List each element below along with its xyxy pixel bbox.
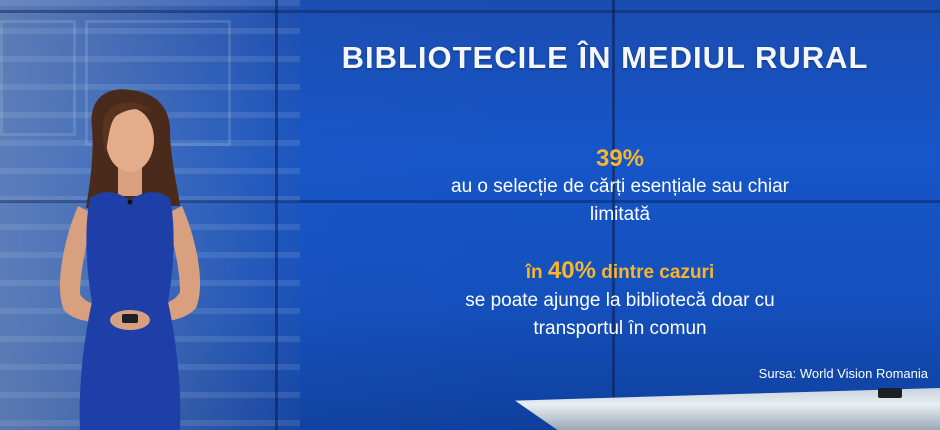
presenter-face xyxy=(106,108,154,172)
presenter-right-arm xyxy=(148,206,201,322)
stat-2-prefix: în xyxy=(525,262,543,283)
remote-control-icon xyxy=(122,314,138,323)
stat-2-percentage: 40% xyxy=(547,257,596,284)
stat-block-2: în 40% dintre cazuri se poate ajunge la … xyxy=(360,257,880,343)
stat-2-text-line-1: se poate ajunge la bibliotecă doar cu xyxy=(465,290,775,311)
presenter-hair-front xyxy=(102,102,154,154)
presenter-left-arm xyxy=(59,206,112,322)
stat-2-text-line-2: transportul în comun xyxy=(533,318,707,339)
stat-1-text-line-1: au o selecție de cărți esențiale sau chi… xyxy=(451,176,789,197)
stat-1-text-line-2: limitată xyxy=(589,204,651,225)
stat-block-1: 39% au o selecție de cărți esențiale sau… xyxy=(360,145,880,229)
screen-seam xyxy=(0,10,940,13)
screen-seam xyxy=(612,0,615,430)
stat-2-heading: în 40% dintre cazuri xyxy=(360,257,880,287)
source-credit: Sursa: World Vision Romania xyxy=(758,366,928,381)
backdrop-window-frame xyxy=(0,20,76,136)
graphic-title: BIBLIOTECILE ÎN MEDIUL RURAL xyxy=(341,40,869,75)
screen-seam xyxy=(275,0,278,430)
screen-seam xyxy=(0,200,940,203)
news-desk xyxy=(515,388,940,430)
stat-1-percentage: 39% xyxy=(595,145,645,172)
lapel-microphone-icon xyxy=(127,199,133,205)
stat-2-suffix: dintre cazuri xyxy=(601,262,715,283)
presenter-figure xyxy=(59,89,201,430)
desk-device xyxy=(878,388,902,398)
